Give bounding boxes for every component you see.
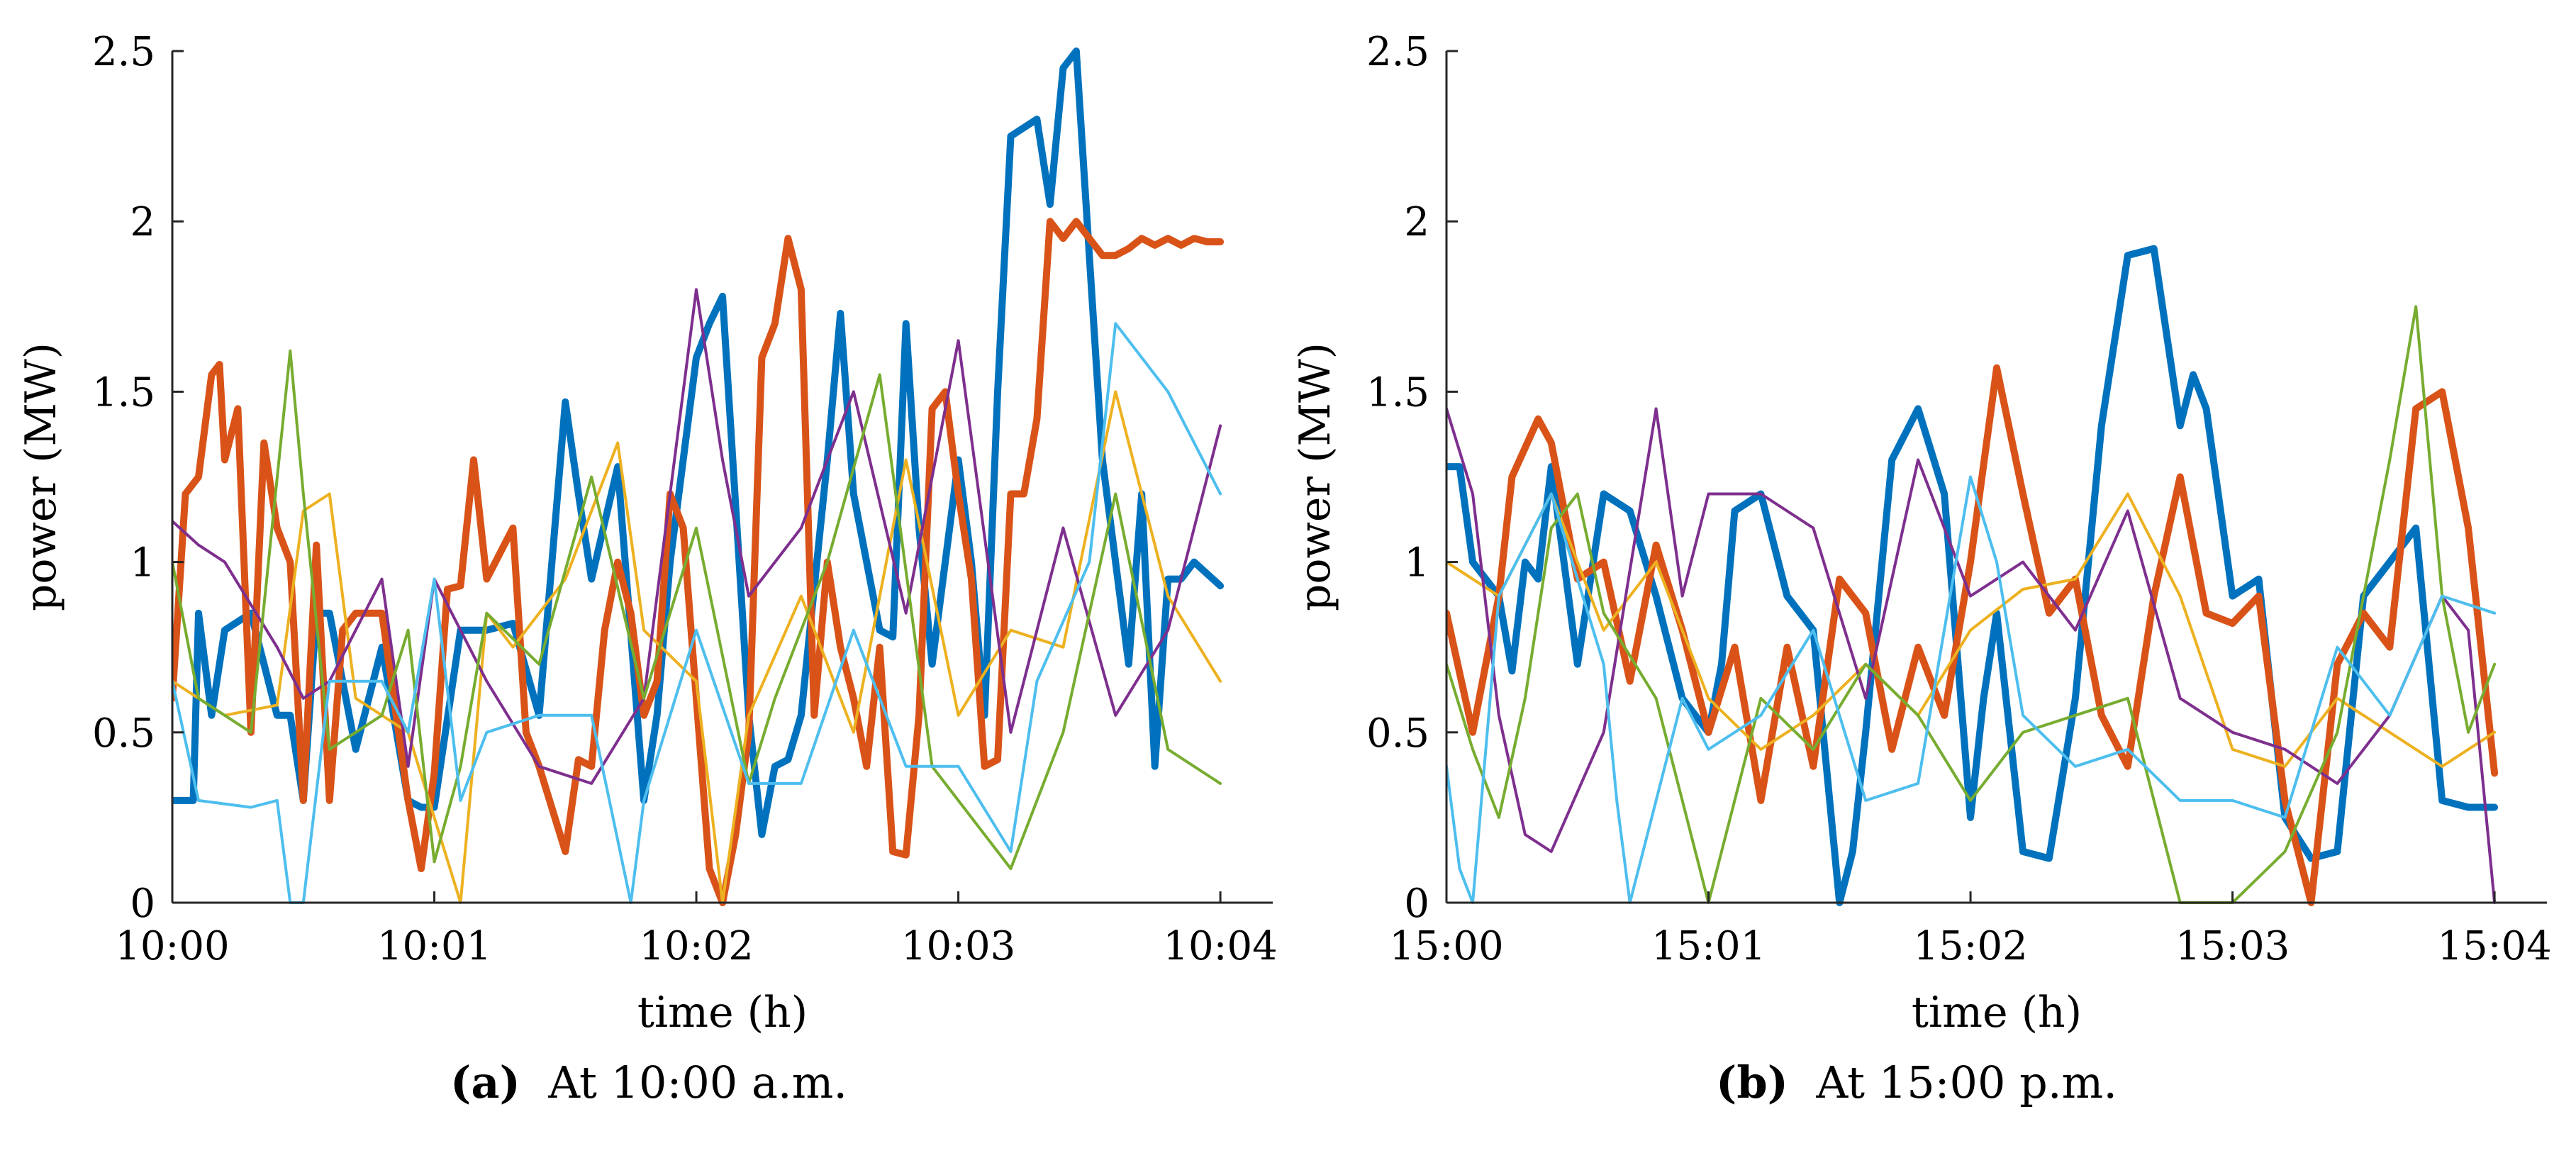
y-tick-label: 2.5 [1366,29,1429,75]
caption-b: (b) At 15:00 p.m. [1716,1057,2117,1108]
caption-b-text: At 15:00 p.m. [1816,1057,2117,1108]
caption-a: (a) At 10:00 a.m. [450,1057,847,1108]
x-axis-title: time (h) [1912,988,2082,1037]
caption-b-label: (b) [1716,1057,1788,1108]
figure: 0 0.5 1 1.5 2 2.5 10:00 10:01 10:02 10:03 10:04 tim… [0,0,2576,1153]
line-series-3 [172,391,1220,903]
caption-a-label: (a) [450,1057,520,1108]
y-tick-label: 2 [130,199,155,245]
y-tick-label: 1.5 [1366,369,1429,416]
y-tick-label: 1 [130,540,155,586]
caption-a-text: At 10:00 a.m. [548,1057,847,1108]
x-tick-label: 15:04 [2437,923,2551,969]
y-tick-label: 0.5 [92,711,155,757]
x-tick-label: 15:00 [1389,923,1503,969]
y-tick-label: 2 [1404,199,1429,245]
x-tick-label: 10:01 [377,923,491,969]
y-tick-label: 0.5 [1366,711,1429,757]
x-tick-label: 15:01 [1651,923,1766,969]
y-axis-title: power (MW) [16,342,66,611]
y-axis-title: power (MW) [1290,342,1340,611]
x-tick-label: 10:02 [639,923,753,969]
chart-panel-a: 0 0.5 1 1.5 2 2.5 10:00 10:01 10:02 10:03 10:04 tim… [16,29,1278,1037]
y-tick-label: 1 [1404,540,1429,586]
y-tick-label: 1.5 [92,369,155,416]
x-tick-label: 15:03 [2175,923,2290,969]
y-tick-label: 0 [1404,881,1429,927]
y-tick-label: 2.5 [92,29,155,75]
y-tick-label: 0 [130,881,155,927]
x-tick-label: 10:04 [1163,923,1277,969]
x-axis-title: time (h) [637,988,808,1037]
line-series-2 [172,221,1220,903]
series-group [1446,249,2494,903]
x-tick-label: 10:03 [901,923,1015,969]
x-tick-label: 15:02 [1913,923,2027,969]
x-tick-label: 10:00 [115,923,229,969]
chart-panel-b: 0 0.5 1 1.5 2 2.5 15:00 15:01 15:02 15:03 15:04 tim… [1290,29,2552,1037]
series-group [172,51,1220,903]
